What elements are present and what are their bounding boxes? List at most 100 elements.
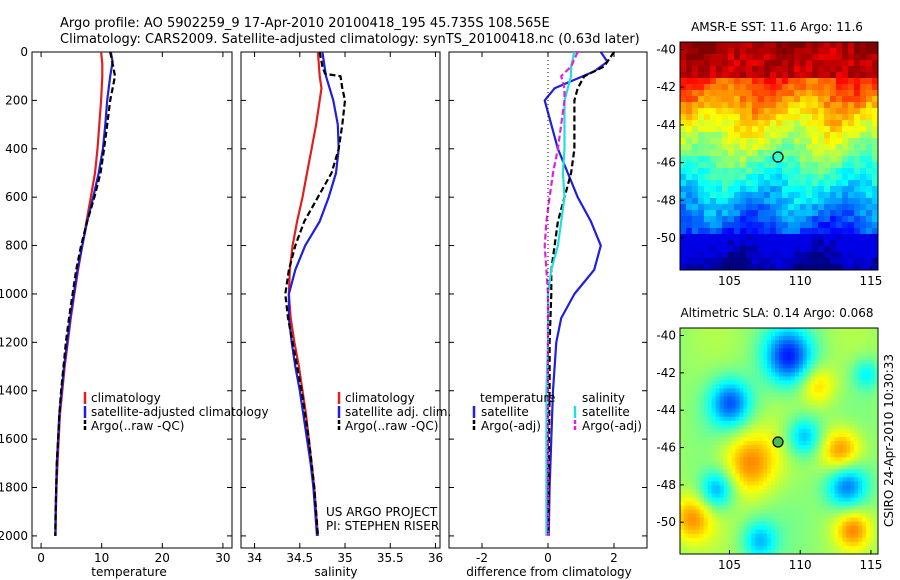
- sla-cell: [767, 392, 772, 398]
- sla-cell: [846, 533, 851, 539]
- sla-cell: [723, 428, 729, 434]
- sla-cell: [743, 529, 748, 535]
- sla-cell: [862, 493, 867, 498]
- sst-cell: [782, 222, 789, 229]
- sla-cell: [687, 457, 693, 462]
- sla-cell: [858, 360, 863, 365]
- sst-cell: [860, 96, 867, 103]
- sst-cell: [860, 228, 867, 235]
- sla-cell: [782, 404, 788, 410]
- sla-cell: [842, 392, 847, 398]
- sla-cell: [858, 533, 863, 539]
- sla-cell: [695, 541, 701, 547]
- sla-cell: [751, 376, 756, 381]
- sst-cell: [872, 192, 878, 199]
- sla-cell: [680, 416, 685, 422]
- sla-cell: [870, 549, 875, 554]
- sst-cell: [854, 216, 861, 223]
- sla-cell: [719, 416, 725, 422]
- sla-cell: [866, 485, 871, 490]
- sla-cell: [830, 441, 835, 446]
- sla-cell: [830, 436, 835, 442]
- sla-map-title: Altimetric SLA: 0.14 Argo: 0.068: [680, 306, 873, 320]
- sla-cell: [858, 356, 863, 361]
- sla-cell: [771, 489, 776, 494]
- sst-cell: [752, 186, 759, 193]
- sla-cell: [802, 344, 808, 349]
- sst-cell: [728, 240, 735, 247]
- legend-label-climatology: climatology: [91, 391, 161, 405]
- sst-cell: [836, 246, 843, 253]
- sla-cell: [767, 537, 772, 543]
- sst-cell: [872, 120, 878, 127]
- sst-cell: [788, 168, 795, 175]
- sla-cell: [707, 336, 713, 341]
- sla-cell: [687, 449, 693, 454]
- sla-cell: [680, 549, 685, 554]
- sla-cell: [818, 469, 824, 474]
- sla-cell: [862, 501, 867, 507]
- sla-cell: [735, 517, 740, 523]
- sst-cell: [842, 228, 849, 235]
- sst-cell: [776, 120, 783, 127]
- sla-cell: [695, 457, 701, 462]
- sla-cell: [719, 481, 725, 486]
- sla-cell: [790, 372, 796, 377]
- sst-cell: [710, 150, 717, 157]
- sst-cell: [680, 204, 687, 211]
- sla-cell: [727, 533, 732, 539]
- sst-cell: [830, 168, 837, 175]
- sla-cell: [680, 364, 685, 369]
- sst-cell: [686, 42, 693, 49]
- sla-cell: [731, 416, 736, 422]
- sla-cell: [727, 376, 732, 381]
- sla-cell: [711, 453, 717, 458]
- sla-cell: [834, 517, 839, 523]
- sst-cell: [782, 174, 789, 181]
- sla-cell: [874, 521, 878, 527]
- sla-cell: [751, 340, 756, 345]
- sla-cell: [755, 469, 760, 474]
- sla-cell: [731, 412, 736, 418]
- sst-cell: [686, 192, 693, 199]
- sst-cell: [680, 90, 687, 97]
- sla-cell: [755, 408, 760, 414]
- sla-cell: [771, 529, 776, 535]
- sla-cell: [695, 428, 701, 434]
- sla-cell: [691, 348, 697, 353]
- sla-cell: [834, 344, 839, 349]
- sla-cell: [786, 344, 792, 349]
- sst-cell: [680, 186, 687, 193]
- sla-cell: [771, 336, 776, 341]
- sla-cell: [854, 348, 859, 353]
- sla-cell: [727, 436, 732, 442]
- sst-cell: [716, 90, 723, 97]
- sla-cell: [826, 525, 831, 531]
- sla-cell: [806, 469, 812, 474]
- sla-cell: [735, 485, 740, 490]
- sst-cell: [782, 246, 789, 253]
- sla-cell: [683, 364, 689, 369]
- sst-cell: [854, 264, 861, 270]
- sst-cell: [686, 78, 693, 85]
- sla-cell: [687, 348, 693, 353]
- sst-cell: [848, 48, 855, 55]
- sst-cell: [836, 48, 843, 55]
- sla-cell: [850, 328, 855, 333]
- sst-cell: [836, 264, 843, 270]
- sla-cell: [790, 489, 796, 494]
- sla-cell: [711, 344, 717, 349]
- sla-cell: [870, 465, 875, 470]
- sst-cell: [800, 72, 807, 79]
- sla-cell: [703, 380, 709, 385]
- sla-cell: [822, 404, 828, 410]
- sla-cell: [687, 416, 693, 422]
- sst-cell: [872, 54, 878, 61]
- sla-cell: [695, 525, 701, 531]
- sla-cell: [802, 336, 808, 341]
- sla-cell: [751, 517, 756, 523]
- sla-cell: [822, 408, 828, 414]
- sla-cell: [814, 360, 820, 365]
- sla-cell: [771, 400, 776, 406]
- sla-cell: [826, 529, 831, 535]
